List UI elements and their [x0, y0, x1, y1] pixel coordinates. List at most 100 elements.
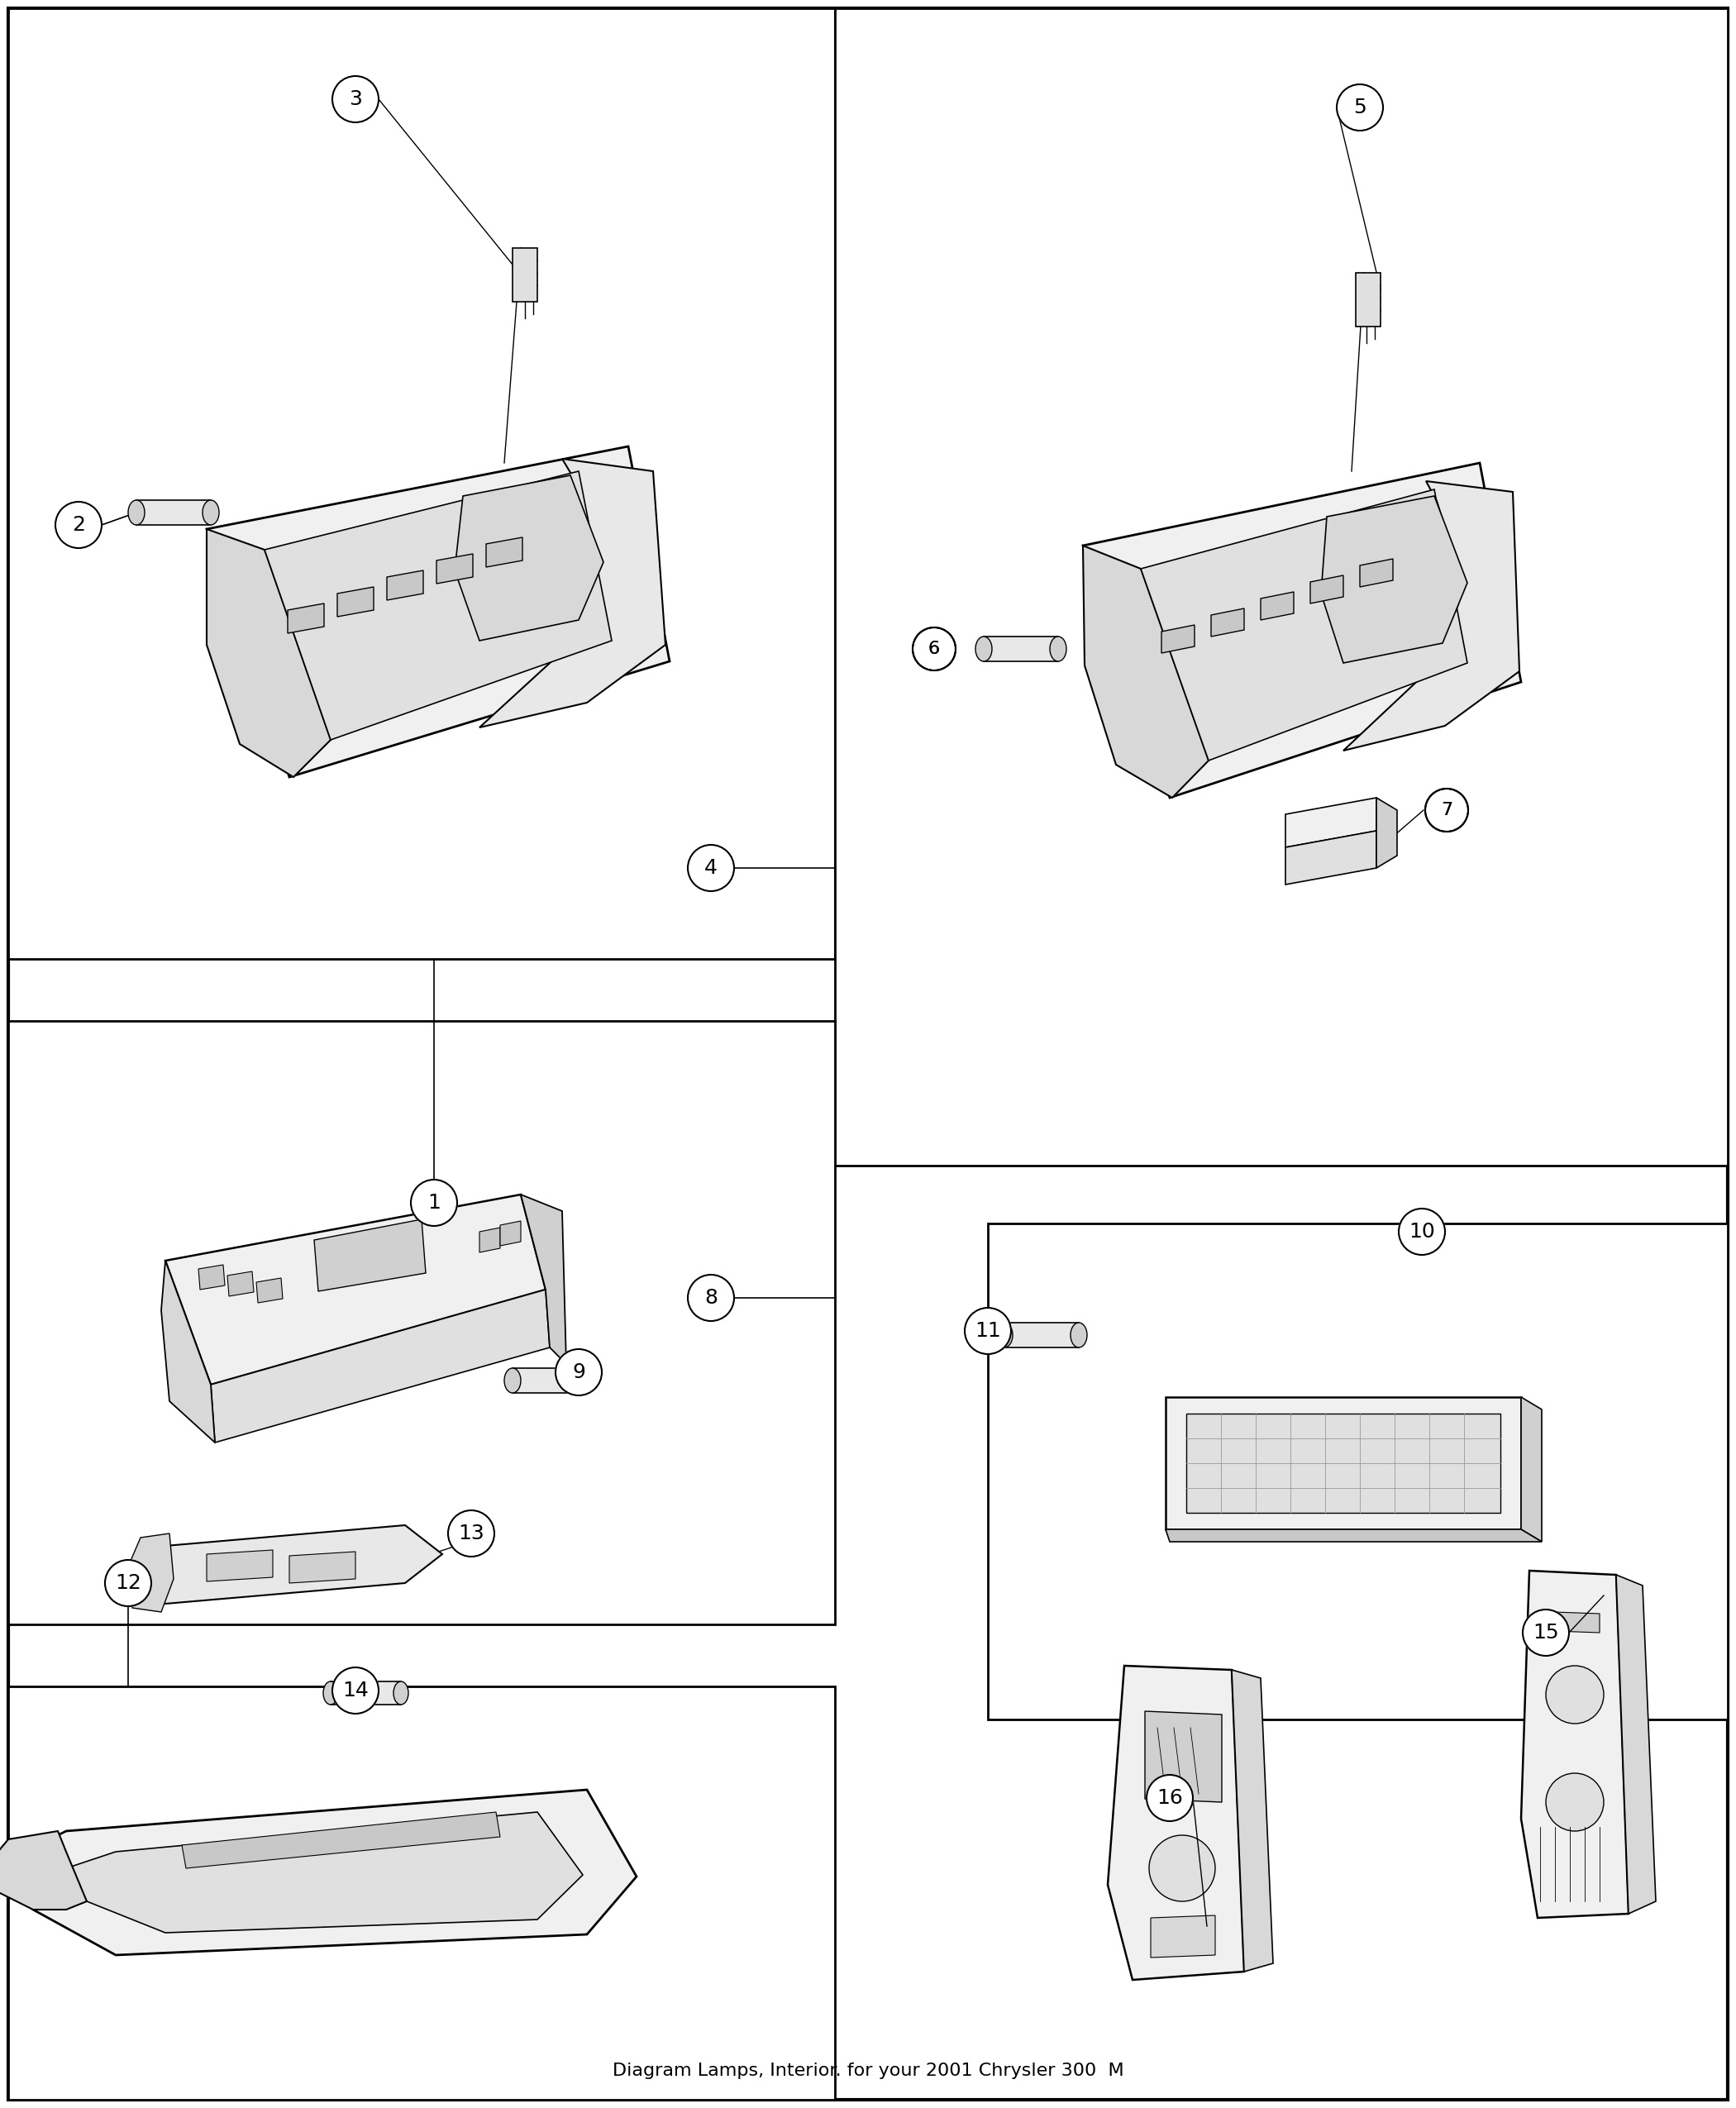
Polygon shape [436, 554, 472, 584]
Polygon shape [1521, 1398, 1542, 1541]
Polygon shape [1521, 1570, 1628, 1918]
Circle shape [1522, 1611, 1569, 1655]
Polygon shape [165, 1195, 545, 1385]
Ellipse shape [1050, 637, 1066, 662]
Ellipse shape [1071, 1322, 1087, 1347]
Polygon shape [337, 586, 373, 618]
Text: 7: 7 [1441, 801, 1453, 818]
Polygon shape [141, 1526, 443, 1604]
Polygon shape [227, 1271, 253, 1296]
Ellipse shape [996, 1322, 1012, 1347]
Polygon shape [1212, 609, 1245, 637]
Ellipse shape [976, 637, 991, 662]
Polygon shape [198, 1265, 226, 1290]
Polygon shape [137, 500, 210, 525]
Polygon shape [486, 538, 523, 567]
Ellipse shape [203, 500, 219, 525]
Polygon shape [207, 1549, 273, 1581]
Polygon shape [512, 1368, 587, 1393]
Polygon shape [314, 1218, 425, 1292]
Polygon shape [1260, 592, 1293, 620]
Polygon shape [1344, 481, 1519, 750]
Polygon shape [479, 460, 665, 727]
Circle shape [556, 1349, 602, 1395]
Polygon shape [257, 1277, 283, 1303]
Ellipse shape [394, 1682, 408, 1705]
Polygon shape [1554, 1613, 1599, 1634]
Bar [835, 8, 1727, 1166]
Circle shape [1149, 1836, 1215, 1901]
Circle shape [687, 1275, 734, 1322]
Polygon shape [1233, 1670, 1272, 1971]
Polygon shape [512, 249, 538, 301]
Polygon shape [984, 637, 1059, 662]
Text: 6: 6 [929, 641, 939, 658]
Polygon shape [161, 1261, 215, 1442]
Ellipse shape [128, 500, 144, 525]
Circle shape [1146, 1775, 1193, 1821]
Polygon shape [500, 1221, 521, 1246]
Text: Diagram Lamps, Interior. for your 2001 Chrysler 300  M: Diagram Lamps, Interior. for your 2001 C… [613, 2062, 1123, 2078]
Text: 7: 7 [1441, 801, 1453, 818]
Polygon shape [455, 474, 604, 641]
Polygon shape [521, 1195, 566, 1364]
Polygon shape [1165, 1528, 1542, 1541]
Circle shape [448, 1509, 495, 1556]
Polygon shape [1005, 1322, 1078, 1347]
Polygon shape [0, 1832, 87, 1910]
Polygon shape [1165, 1398, 1521, 1528]
Text: 8: 8 [705, 1288, 717, 1307]
Polygon shape [1359, 559, 1392, 586]
Text: 16: 16 [1156, 1788, 1182, 1809]
Circle shape [1425, 788, 1469, 833]
Text: 13: 13 [458, 1524, 484, 1543]
Polygon shape [1186, 1414, 1500, 1514]
Polygon shape [1151, 1916, 1215, 1958]
Circle shape [913, 628, 955, 670]
Text: 15: 15 [1533, 1623, 1559, 1642]
Polygon shape [66, 1813, 583, 1933]
Text: 5: 5 [1354, 97, 1366, 118]
Polygon shape [290, 1551, 356, 1583]
Text: 10: 10 [1408, 1223, 1436, 1242]
Polygon shape [182, 1813, 500, 1868]
Text: 12: 12 [115, 1573, 141, 1594]
Ellipse shape [578, 1368, 595, 1393]
Circle shape [1545, 1665, 1604, 1724]
Polygon shape [1321, 495, 1467, 664]
Polygon shape [1356, 272, 1380, 327]
Polygon shape [1083, 546, 1208, 797]
Bar [9, 8, 835, 959]
Bar [9, 1020, 835, 1625]
Circle shape [332, 1667, 378, 1714]
Circle shape [411, 1180, 457, 1227]
Bar [9, 1686, 835, 2100]
Circle shape [1337, 84, 1384, 131]
Polygon shape [9, 1790, 637, 1954]
Polygon shape [1616, 1575, 1656, 1914]
Text: 3: 3 [349, 89, 363, 110]
Polygon shape [1285, 797, 1377, 847]
Polygon shape [1083, 464, 1521, 797]
Polygon shape [330, 1682, 401, 1705]
Polygon shape [1377, 797, 1397, 868]
Polygon shape [207, 529, 330, 778]
Circle shape [965, 1307, 1010, 1353]
Circle shape [1425, 788, 1469, 833]
Circle shape [1399, 1208, 1444, 1254]
Ellipse shape [503, 1368, 521, 1393]
Circle shape [104, 1560, 151, 1606]
Polygon shape [207, 447, 670, 778]
Polygon shape [288, 603, 325, 632]
Text: 9: 9 [573, 1362, 585, 1383]
Text: 11: 11 [974, 1322, 1002, 1341]
Text: 1: 1 [427, 1193, 441, 1212]
Polygon shape [1141, 489, 1467, 761]
Polygon shape [1285, 831, 1377, 885]
Text: 4: 4 [705, 858, 717, 877]
Polygon shape [264, 472, 611, 740]
Polygon shape [387, 571, 424, 601]
Circle shape [1545, 1773, 1604, 1832]
Ellipse shape [323, 1682, 339, 1705]
Polygon shape [210, 1290, 550, 1442]
